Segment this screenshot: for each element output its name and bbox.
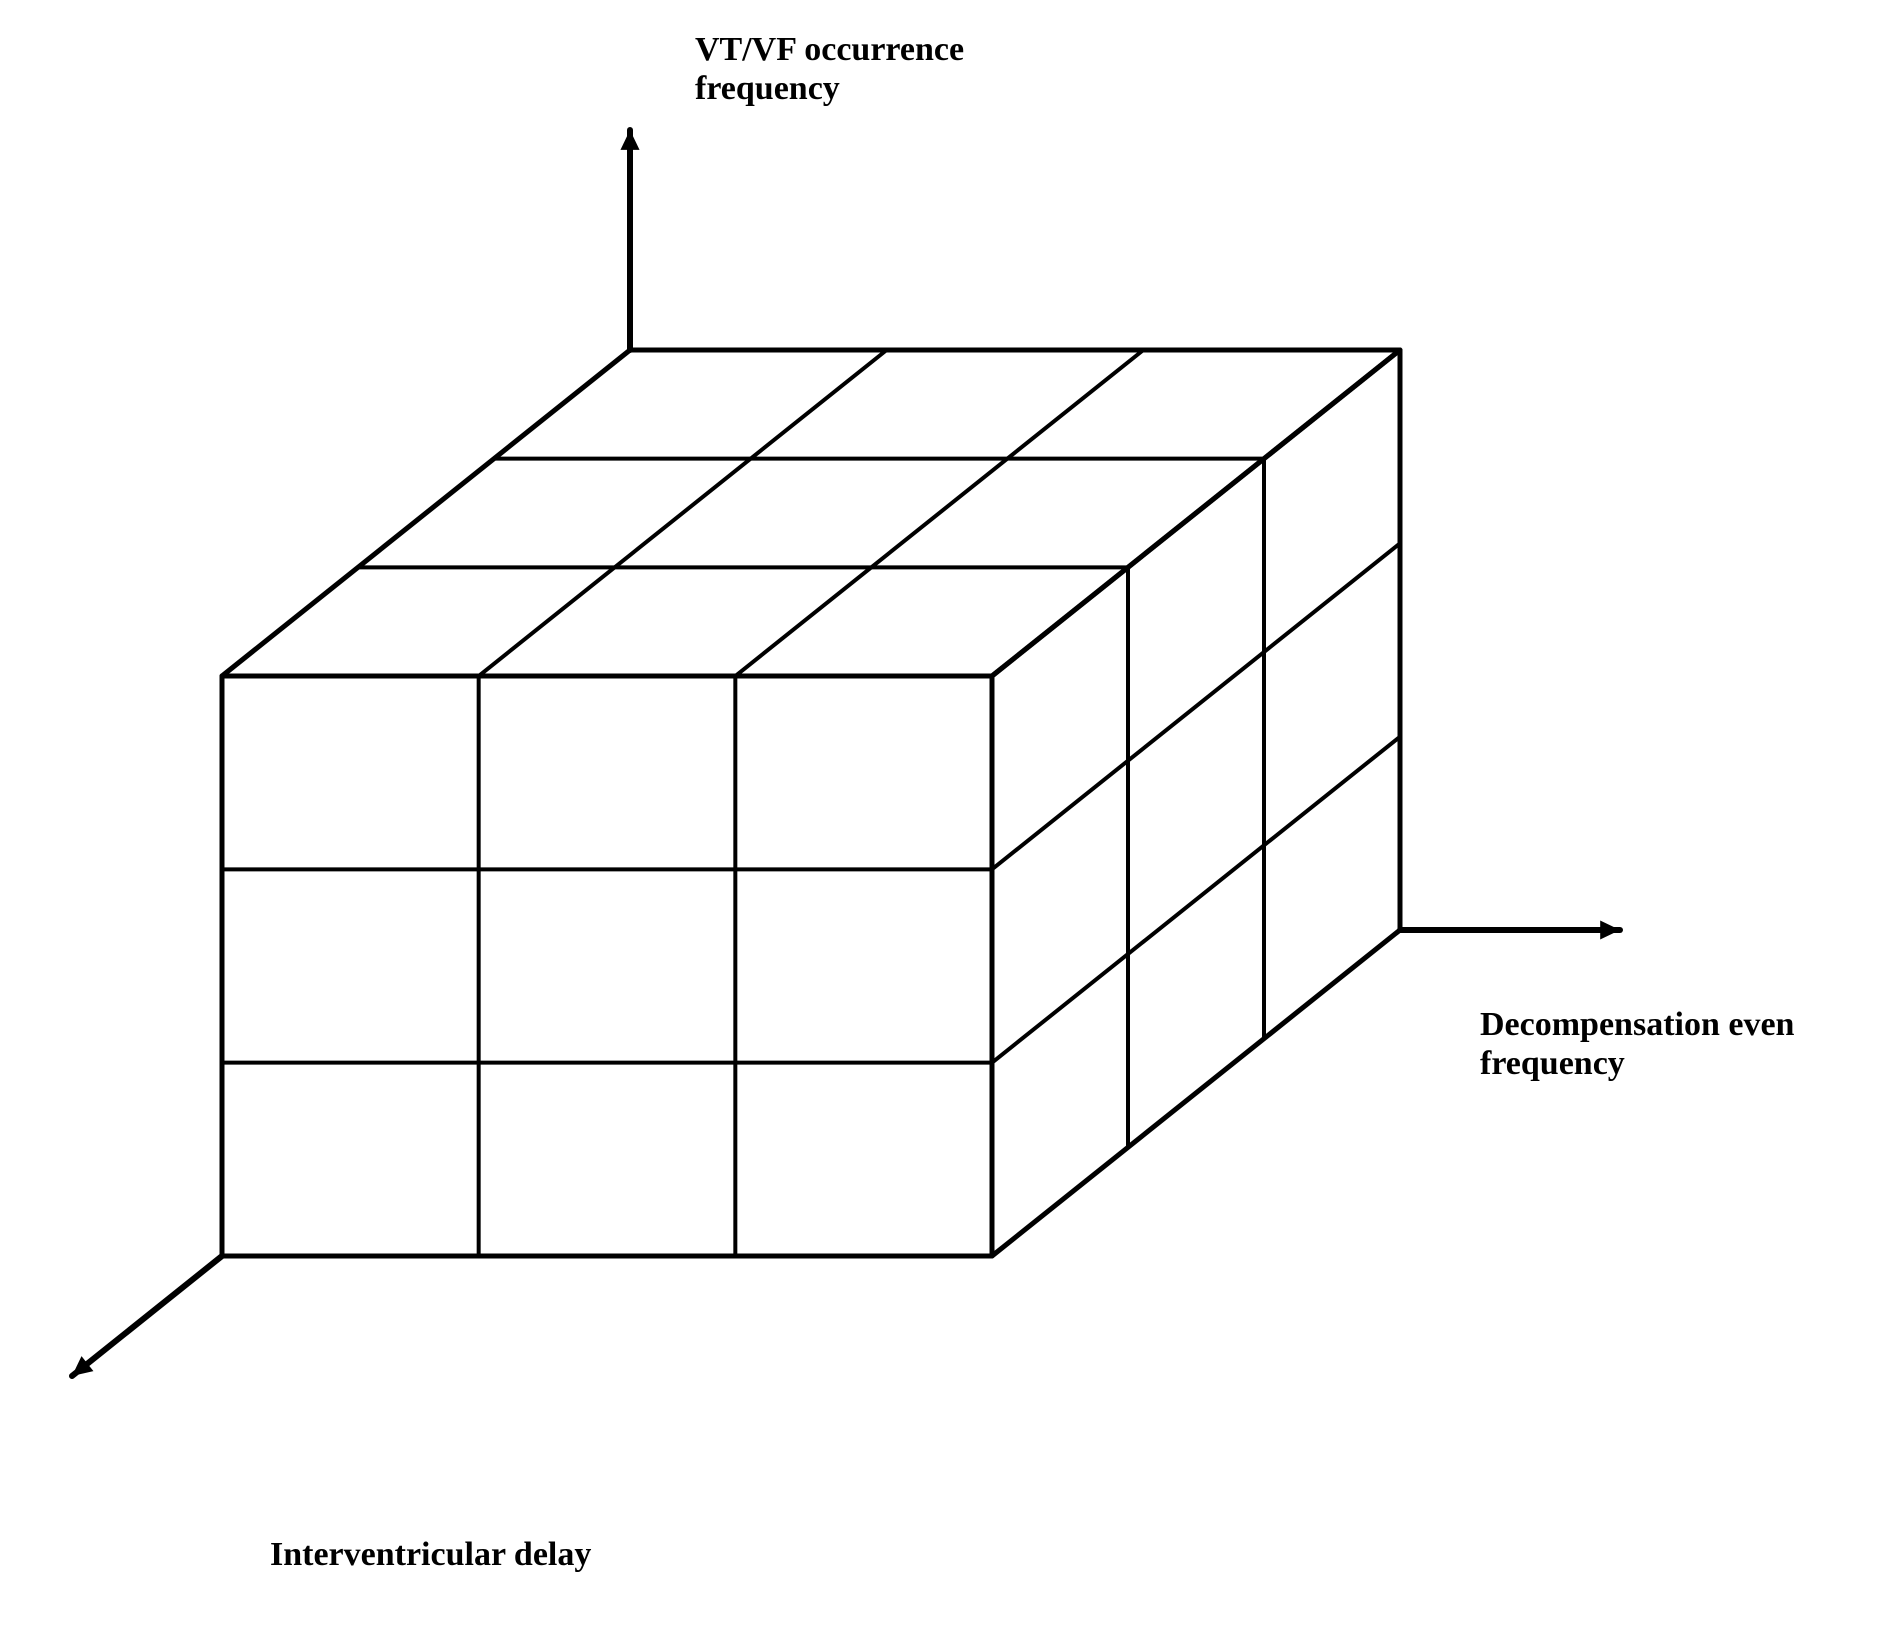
y-axis-label: VT/VF occurrencefrequency	[695, 31, 964, 107]
diagram-canvas: VT/VF occurrencefrequency Decompensation …	[0, 0, 1894, 1633]
axis-labels: VT/VF occurrencefrequency Decompensation …	[270, 31, 1795, 1573]
grid-cube	[222, 350, 1400, 1256]
z-axis-label: Interventricular delay	[270, 1536, 591, 1573]
axis-arrows	[72, 130, 1620, 1376]
x-axis-label: Decompensation evenfrequency	[1480, 1006, 1795, 1082]
